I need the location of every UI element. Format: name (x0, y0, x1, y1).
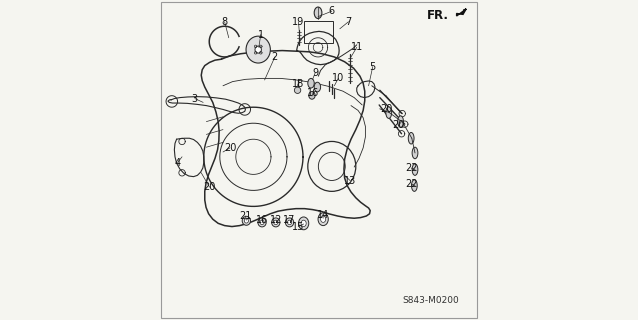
Text: 1: 1 (258, 29, 264, 40)
Ellipse shape (288, 220, 292, 225)
Ellipse shape (244, 219, 248, 223)
Ellipse shape (274, 220, 278, 225)
Ellipse shape (299, 217, 309, 230)
Text: 17: 17 (283, 215, 296, 225)
Text: 19: 19 (292, 17, 305, 27)
Text: 13: 13 (345, 176, 357, 186)
Ellipse shape (412, 164, 418, 175)
Ellipse shape (301, 220, 306, 227)
Text: 11: 11 (351, 42, 363, 52)
Text: 9: 9 (312, 68, 318, 78)
Ellipse shape (314, 7, 322, 19)
Text: 20: 20 (381, 104, 393, 114)
Ellipse shape (412, 147, 418, 159)
Ellipse shape (308, 78, 314, 88)
Ellipse shape (318, 213, 329, 226)
Text: 20: 20 (392, 120, 404, 131)
Ellipse shape (242, 216, 251, 225)
Ellipse shape (258, 218, 266, 227)
Ellipse shape (321, 216, 326, 222)
Ellipse shape (294, 87, 300, 93)
Text: FR.: FR. (427, 9, 449, 22)
Ellipse shape (285, 218, 293, 227)
Text: 12: 12 (270, 215, 282, 225)
Text: 3: 3 (192, 93, 198, 104)
Text: 6: 6 (329, 6, 335, 16)
Polygon shape (457, 9, 466, 16)
Ellipse shape (246, 36, 271, 63)
Ellipse shape (408, 132, 414, 144)
Ellipse shape (255, 46, 262, 53)
Text: 4: 4 (175, 157, 181, 168)
Text: 5: 5 (369, 61, 376, 72)
Text: 10: 10 (332, 73, 345, 84)
Text: 16: 16 (307, 88, 320, 98)
Text: 16: 16 (256, 215, 268, 225)
Text: 22: 22 (405, 163, 417, 173)
Ellipse shape (314, 82, 321, 92)
Text: 22: 22 (405, 179, 417, 189)
Text: 14: 14 (316, 210, 329, 220)
Text: 20: 20 (204, 182, 216, 192)
Ellipse shape (397, 116, 403, 127)
Text: 15: 15 (292, 221, 304, 232)
Text: 20: 20 (224, 143, 236, 153)
Text: 2: 2 (272, 52, 278, 62)
Text: 8: 8 (221, 17, 228, 27)
Ellipse shape (272, 218, 280, 227)
Text: 21: 21 (239, 211, 251, 221)
Text: 18: 18 (292, 79, 304, 89)
Text: 7: 7 (345, 17, 352, 27)
Ellipse shape (309, 92, 315, 99)
Ellipse shape (412, 180, 417, 191)
Ellipse shape (386, 107, 392, 118)
Bar (304, 21, 333, 43)
Ellipse shape (260, 220, 264, 225)
Text: S843-M0200: S843-M0200 (402, 296, 459, 305)
